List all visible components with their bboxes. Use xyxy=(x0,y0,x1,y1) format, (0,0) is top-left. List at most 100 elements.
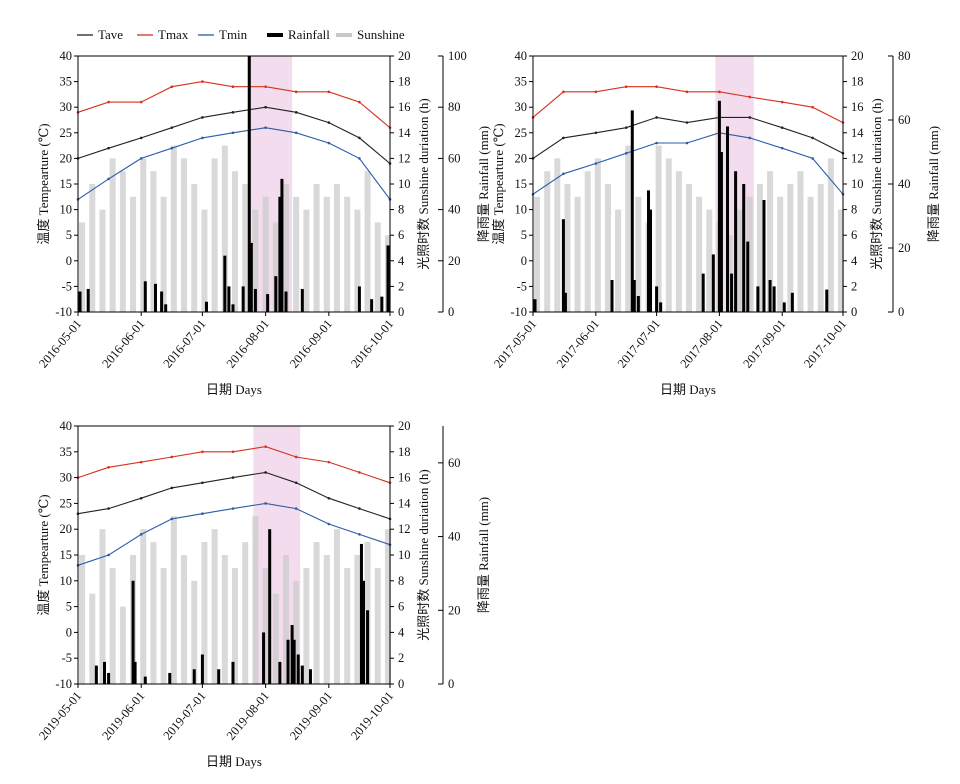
sunshine-bar xyxy=(635,196,642,312)
sunshine-bar xyxy=(344,196,351,312)
temperature-tick-label: 35 xyxy=(60,445,73,459)
sunshine-bar xyxy=(726,235,733,312)
series-tmin-point xyxy=(811,157,814,160)
temperature-axis: -10 -5 0 5 10 15 20 25 30 35 40 温度 Tempearture (℃) xyxy=(36,49,78,319)
series-tmax-point xyxy=(170,85,174,89)
sunshine-bar xyxy=(181,555,188,684)
sunshine-axis-title: 光照时数 Sunshine duriation (h) xyxy=(416,469,431,641)
series-tave-line xyxy=(77,471,391,520)
date-tick-label: 2017-07-01 xyxy=(615,317,663,371)
sunshine-tick-label: 12 xyxy=(851,151,864,165)
rainfall-bar xyxy=(768,280,772,312)
sunshine-bar xyxy=(333,529,340,684)
sunshine-bar xyxy=(293,196,300,312)
rainfall-bar xyxy=(756,286,760,312)
series-tave-line xyxy=(532,116,844,159)
sunshine-bar xyxy=(797,171,804,312)
series-tave-point xyxy=(358,136,361,140)
series-tmax-point xyxy=(294,455,298,459)
date-tick-label: 2017-10-01 xyxy=(801,317,849,371)
rainfall-bar xyxy=(231,661,235,684)
legend-item-sun: Sunshine xyxy=(336,27,405,42)
series-tave-point xyxy=(748,116,752,119)
rainfall-bar xyxy=(107,672,111,684)
rainfall-bar xyxy=(649,209,653,312)
rainfall-bar xyxy=(268,529,272,684)
series-tave-point xyxy=(327,496,331,500)
series-tave-point xyxy=(294,481,298,485)
rainfall-bar xyxy=(253,288,257,312)
sunshine-bar xyxy=(807,196,814,312)
date-tick-label: 2017-08-01 xyxy=(677,317,725,371)
sunshine-bar xyxy=(767,171,774,312)
date-tick-label: 2019-06-01 xyxy=(99,689,147,743)
series-tave-point xyxy=(594,131,598,135)
sunshine-tick-label: 10 xyxy=(851,177,864,191)
rainfall-bar xyxy=(711,254,715,312)
series-tave-point xyxy=(811,136,814,140)
temperature-tick-label: -10 xyxy=(510,305,527,319)
rainfall-bar xyxy=(292,639,296,684)
sunshine-axis: 0 2 4 6 8 10 12 14 16 18 20 光照时数 Sunshine duriation… xyxy=(390,49,431,319)
sunshine-bar xyxy=(313,542,320,684)
sunshine-bar xyxy=(696,196,703,312)
sunshine-tick-label: 20 xyxy=(398,419,411,433)
date-tick-label: 2019-10-01 xyxy=(348,689,396,743)
rainfall-bar xyxy=(659,302,663,312)
temperature-axis: -10 -5 0 5 10 15 20 25 30 35 40 温度 Tempearture (℃) xyxy=(491,49,533,319)
sunshine-bar xyxy=(211,158,218,312)
rainfall-bar xyxy=(296,654,300,684)
series-tave-point xyxy=(264,105,267,109)
sunshine-bar xyxy=(303,209,310,312)
series-tmin-point xyxy=(264,502,267,505)
rainfall-bar xyxy=(772,286,776,312)
sunshine-bar xyxy=(293,580,300,684)
rainfall-bar xyxy=(719,152,723,312)
series-tave-point xyxy=(685,121,689,124)
rainfall-bar xyxy=(227,286,231,312)
series-tave-point xyxy=(139,136,143,140)
sunshine-bar xyxy=(201,542,208,684)
rainfall-bar xyxy=(241,286,245,312)
sunshine-bar xyxy=(252,209,259,312)
rainfall-bar xyxy=(386,245,390,312)
sunshine-bar xyxy=(615,209,622,312)
sunshine-tick-label: 4 xyxy=(398,625,405,639)
sunshine-bar xyxy=(150,171,157,312)
sunshine-bar xyxy=(534,196,541,312)
rainfall-bar xyxy=(361,580,365,684)
sunshine-bar xyxy=(272,593,279,684)
rainfall-bar xyxy=(370,299,374,312)
series-tave-point xyxy=(231,111,235,114)
sunshine-bar xyxy=(354,209,361,312)
series-tave-point xyxy=(139,496,143,500)
temperature-tick-label: -10 xyxy=(55,677,72,691)
sunshine-tick-label: 2 xyxy=(398,651,404,665)
rainfall-bar xyxy=(790,292,794,312)
date-tick-label: 2017-05-01 xyxy=(491,317,539,371)
sunshine-bar xyxy=(384,529,391,684)
rainfall-bar xyxy=(86,288,90,312)
sunshine-bars xyxy=(79,145,391,312)
series-tmin-point xyxy=(685,141,689,145)
series-tmax-point xyxy=(264,445,267,448)
rainfall-bar xyxy=(734,171,738,312)
sunshine-bar xyxy=(655,145,662,312)
sunshine-bar xyxy=(777,196,784,312)
sunshine-bar xyxy=(564,184,571,312)
series-tmax-point xyxy=(139,100,143,104)
sunshine-bar xyxy=(221,555,228,684)
sunshine-bars xyxy=(534,145,844,312)
sunshine-tick-label: 14 xyxy=(398,496,411,510)
legend-label-tmin: Tmin xyxy=(219,27,248,42)
rainfall-tick-label: 80 xyxy=(898,49,911,63)
date-tick-label: 2019-05-01 xyxy=(36,689,84,743)
sunshine-bar xyxy=(665,158,672,312)
sunshine-bar xyxy=(89,593,96,684)
rainfall-bar xyxy=(290,625,294,684)
temperature-axis-title: 温度 Tempearture (℃) xyxy=(36,494,51,615)
sunshine-bar xyxy=(364,171,371,312)
sunshine-bar xyxy=(787,184,794,312)
rainfall-tick-label: 60 xyxy=(448,456,461,470)
sunshine-tick-label: 0 xyxy=(398,677,404,691)
